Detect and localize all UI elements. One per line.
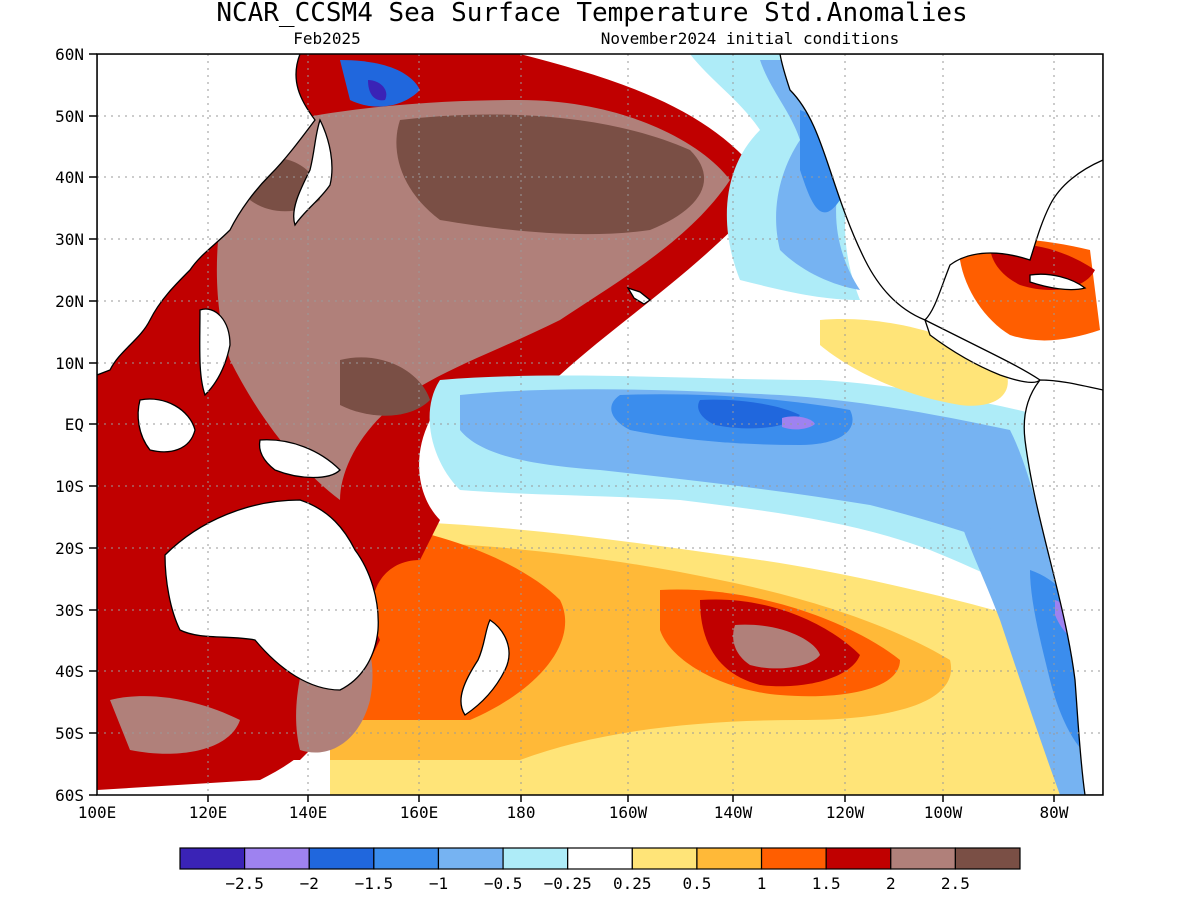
anomaly-region xyxy=(820,319,1008,406)
lat-label: EQ xyxy=(65,415,84,434)
colorbar-swatch xyxy=(308,847,375,870)
land-asia xyxy=(97,54,316,376)
land-japan xyxy=(293,118,333,227)
anomaly-region xyxy=(368,80,387,101)
land-cuba xyxy=(1029,273,1087,291)
colorbar-swatch xyxy=(437,847,504,870)
colorbar-swatch xyxy=(696,847,763,870)
lat-label: 50S xyxy=(55,724,84,743)
lat-label: 20S xyxy=(55,539,84,558)
lat-label: 40N xyxy=(55,168,84,187)
anomaly-region xyxy=(110,696,240,754)
colorbar-swatch xyxy=(760,847,827,870)
lat-label: 60S xyxy=(55,786,84,805)
valid-month-label: Feb2025 xyxy=(293,29,360,48)
colorbar-tick-label: −1 xyxy=(429,874,448,893)
colorbar-tick-label: 0.25 xyxy=(613,874,652,893)
land-australia xyxy=(164,499,379,691)
anomaly-region xyxy=(460,389,1050,560)
grid xyxy=(97,54,1103,795)
lon-label: 140E xyxy=(289,803,328,822)
lat-label: 30S xyxy=(55,601,84,620)
lon-label: 120E xyxy=(189,803,228,822)
lon-label: 160E xyxy=(400,803,439,822)
colorbar-tick-label: 2.5 xyxy=(941,874,970,893)
lon-label: 180 xyxy=(507,803,536,822)
lat-label: 10N xyxy=(55,354,84,373)
colorbar-swatch xyxy=(244,847,310,870)
colorbar-tick-label: −2 xyxy=(300,874,319,893)
lat-label: 50N xyxy=(55,107,84,126)
colorbar-labels: −2.5 −2 −1.5 −1 −0.5 −0.25 0.25 0.5 1 1.5 2 2.5 xyxy=(225,874,969,893)
lat-label: 60N xyxy=(55,45,84,64)
lat-label: 20N xyxy=(55,292,84,311)
colorbar-swatch xyxy=(954,847,1021,870)
anomaly-region xyxy=(733,624,820,669)
land-philippines xyxy=(199,308,231,397)
map-title: NCAR_CCSM4 Sea Surface Temperature Std.A… xyxy=(216,0,967,28)
colorbar-swatch xyxy=(373,847,440,870)
lon-label: 120W xyxy=(826,803,865,822)
colorbar xyxy=(179,847,1021,870)
anomaly-region xyxy=(340,520,566,720)
anomaly-region xyxy=(340,357,430,416)
colorbar-tick-label: −1.5 xyxy=(355,874,394,893)
lat-label: 10S xyxy=(55,477,84,496)
land-new-guinea xyxy=(258,439,341,479)
colorbar-tick-label: 1 xyxy=(757,874,767,893)
colorbar-tick-label: −2.5 xyxy=(225,874,264,893)
colorbar-swatch xyxy=(631,847,698,870)
lat-label: 30N xyxy=(55,230,84,249)
colorbar-tick-label: −0.5 xyxy=(484,874,523,893)
lon-label: 100E xyxy=(78,803,117,822)
anomaly-region xyxy=(698,399,800,429)
colorbar-swatch xyxy=(179,847,246,870)
colorbar-tick-label: 0.5 xyxy=(682,874,711,893)
colorbar-tick-label: 2 xyxy=(886,874,896,893)
colorbar-swatch xyxy=(567,847,633,870)
anomaly-region xyxy=(340,60,420,107)
colorbar-swatch xyxy=(502,847,569,870)
land-masses xyxy=(97,54,1103,795)
anomaly-region xyxy=(800,110,841,213)
colorbar-swatch xyxy=(890,847,956,870)
lon-label: 100W xyxy=(924,803,963,822)
init-conditions-label: November2024 initial conditions xyxy=(601,29,900,48)
colorbar-tick-label: 1.5 xyxy=(812,874,841,893)
lon-label: 160W xyxy=(609,803,648,822)
land-new-zealand xyxy=(460,619,510,716)
lat-label: 40S xyxy=(55,662,84,681)
longitude-axis: 100E 120E 140E 160E 180 160W 140W 120W 1… xyxy=(78,795,1069,822)
anomaly-region xyxy=(396,114,705,235)
land-borneo xyxy=(137,398,196,453)
latitude-axis: 60N 50N 40N 30N 20N 10N EQ 10S 20S 30S 4… xyxy=(55,45,97,805)
map-plot-area xyxy=(97,54,1103,795)
colorbar-tick-label: −0.25 xyxy=(544,874,592,893)
land-hawaii xyxy=(626,286,652,305)
colorbar-swatch xyxy=(825,847,892,870)
anomaly-region xyxy=(782,416,815,430)
lon-label: 140W xyxy=(714,803,753,822)
lon-label: 80W xyxy=(1040,803,1069,822)
